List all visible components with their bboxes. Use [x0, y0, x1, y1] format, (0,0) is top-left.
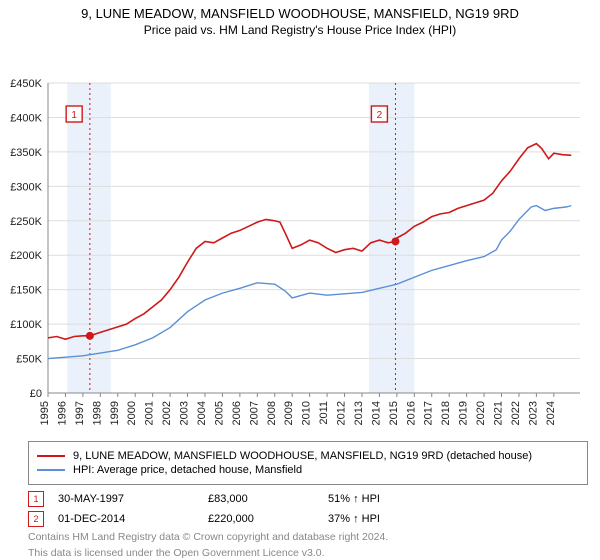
marker-badge: 1 — [28, 491, 44, 507]
svg-text:1999: 1999 — [109, 401, 121, 425]
legend-label: HPI: Average price, detached house, Mans… — [73, 464, 302, 476]
svg-text:2019: 2019 — [458, 401, 470, 425]
svg-text:£100K: £100K — [10, 319, 42, 331]
marker-delta: 37% ↑ HPI — [328, 513, 448, 525]
svg-text:2013: 2013 — [353, 401, 365, 425]
credit-line-2: This data is licensed under the Open Gov… — [28, 547, 588, 559]
marker-delta: 51% ↑ HPI — [328, 493, 448, 505]
svg-text:£300K: £300K — [10, 181, 42, 193]
chart-subtitle: Price paid vs. HM Land Registry's House … — [0, 21, 600, 39]
svg-text:£450K: £450K — [10, 78, 42, 90]
svg-text:2024: 2024 — [545, 401, 557, 425]
svg-text:2000: 2000 — [126, 401, 138, 425]
svg-text:£350K: £350K — [10, 147, 42, 159]
svg-text:1997: 1997 — [74, 401, 86, 425]
svg-text:£0: £0 — [30, 388, 42, 400]
svg-text:1996: 1996 — [56, 401, 68, 425]
svg-text:2012: 2012 — [336, 401, 348, 425]
svg-text:2021: 2021 — [493, 401, 505, 425]
sale-markers-table: 1 30-MAY-1997£83,00051% ↑ HPI 2 01-DEC-2014… — [28, 491, 588, 527]
marker-price: £220,000 — [208, 513, 328, 525]
legend-label: 9, LUNE MEADOW, MANSFIELD WOODHOUSE, MAN… — [73, 450, 532, 462]
svg-text:2001: 2001 — [144, 401, 156, 425]
legend-item: HPI: Average price, detached house, Mans… — [37, 464, 579, 476]
svg-text:2004: 2004 — [196, 401, 208, 425]
svg-text:2020: 2020 — [475, 401, 487, 425]
svg-text:2014: 2014 — [370, 401, 382, 425]
svg-text:2008: 2008 — [266, 401, 278, 425]
sale-marker-row: 2 01-DEC-2014£220,00037% ↑ HPI — [28, 511, 588, 527]
svg-text:2006: 2006 — [231, 401, 243, 425]
svg-text:1998: 1998 — [91, 401, 103, 425]
svg-text:2022: 2022 — [510, 401, 522, 425]
svg-text:2016: 2016 — [405, 401, 417, 425]
svg-text:2003: 2003 — [179, 401, 191, 425]
svg-text:2: 2 — [377, 110, 383, 121]
chart-title: 9, LUNE MEADOW, MANSFIELD WOODHOUSE, MAN… — [0, 0, 600, 21]
svg-text:£250K: £250K — [10, 216, 42, 228]
marker-date: 01-DEC-2014 — [58, 513, 208, 525]
legend-item: 9, LUNE MEADOW, MANSFIELD WOODHOUSE, MAN… — [37, 450, 579, 462]
svg-text:2010: 2010 — [301, 401, 313, 425]
svg-text:£50K: £50K — [16, 354, 42, 366]
sale-marker-row: 1 30-MAY-1997£83,00051% ↑ HPI — [28, 491, 588, 507]
svg-text:2011: 2011 — [318, 401, 330, 425]
svg-text:2009: 2009 — [283, 401, 295, 425]
svg-text:2002: 2002 — [161, 401, 173, 425]
marker-badge: 2 — [28, 511, 44, 527]
svg-text:2005: 2005 — [213, 401, 225, 425]
svg-text:1: 1 — [71, 110, 77, 121]
credit-line-1: Contains HM Land Registry data © Crown c… — [28, 531, 588, 543]
legend: 9, LUNE MEADOW, MANSFIELD WOODHOUSE, MAN… — [28, 441, 588, 485]
svg-text:2023: 2023 — [527, 401, 539, 425]
svg-text:£150K: £150K — [10, 285, 42, 297]
line-chart: £0 £50K £100K £150K £200K £250K £300K £350K £400… — [0, 39, 600, 437]
svg-text:2018: 2018 — [440, 401, 452, 425]
marker-price: £83,000 — [208, 493, 328, 505]
legend-swatch — [37, 469, 65, 471]
svg-text:2017: 2017 — [423, 401, 435, 425]
svg-text:£400K: £400K — [10, 112, 42, 124]
svg-text:2007: 2007 — [248, 401, 260, 425]
svg-text:£200K: £200K — [10, 250, 42, 262]
marker-date: 30-MAY-1997 — [58, 493, 208, 505]
legend-swatch — [37, 455, 65, 457]
svg-text:2015: 2015 — [388, 401, 400, 425]
svg-text:1995: 1995 — [39, 401, 51, 425]
